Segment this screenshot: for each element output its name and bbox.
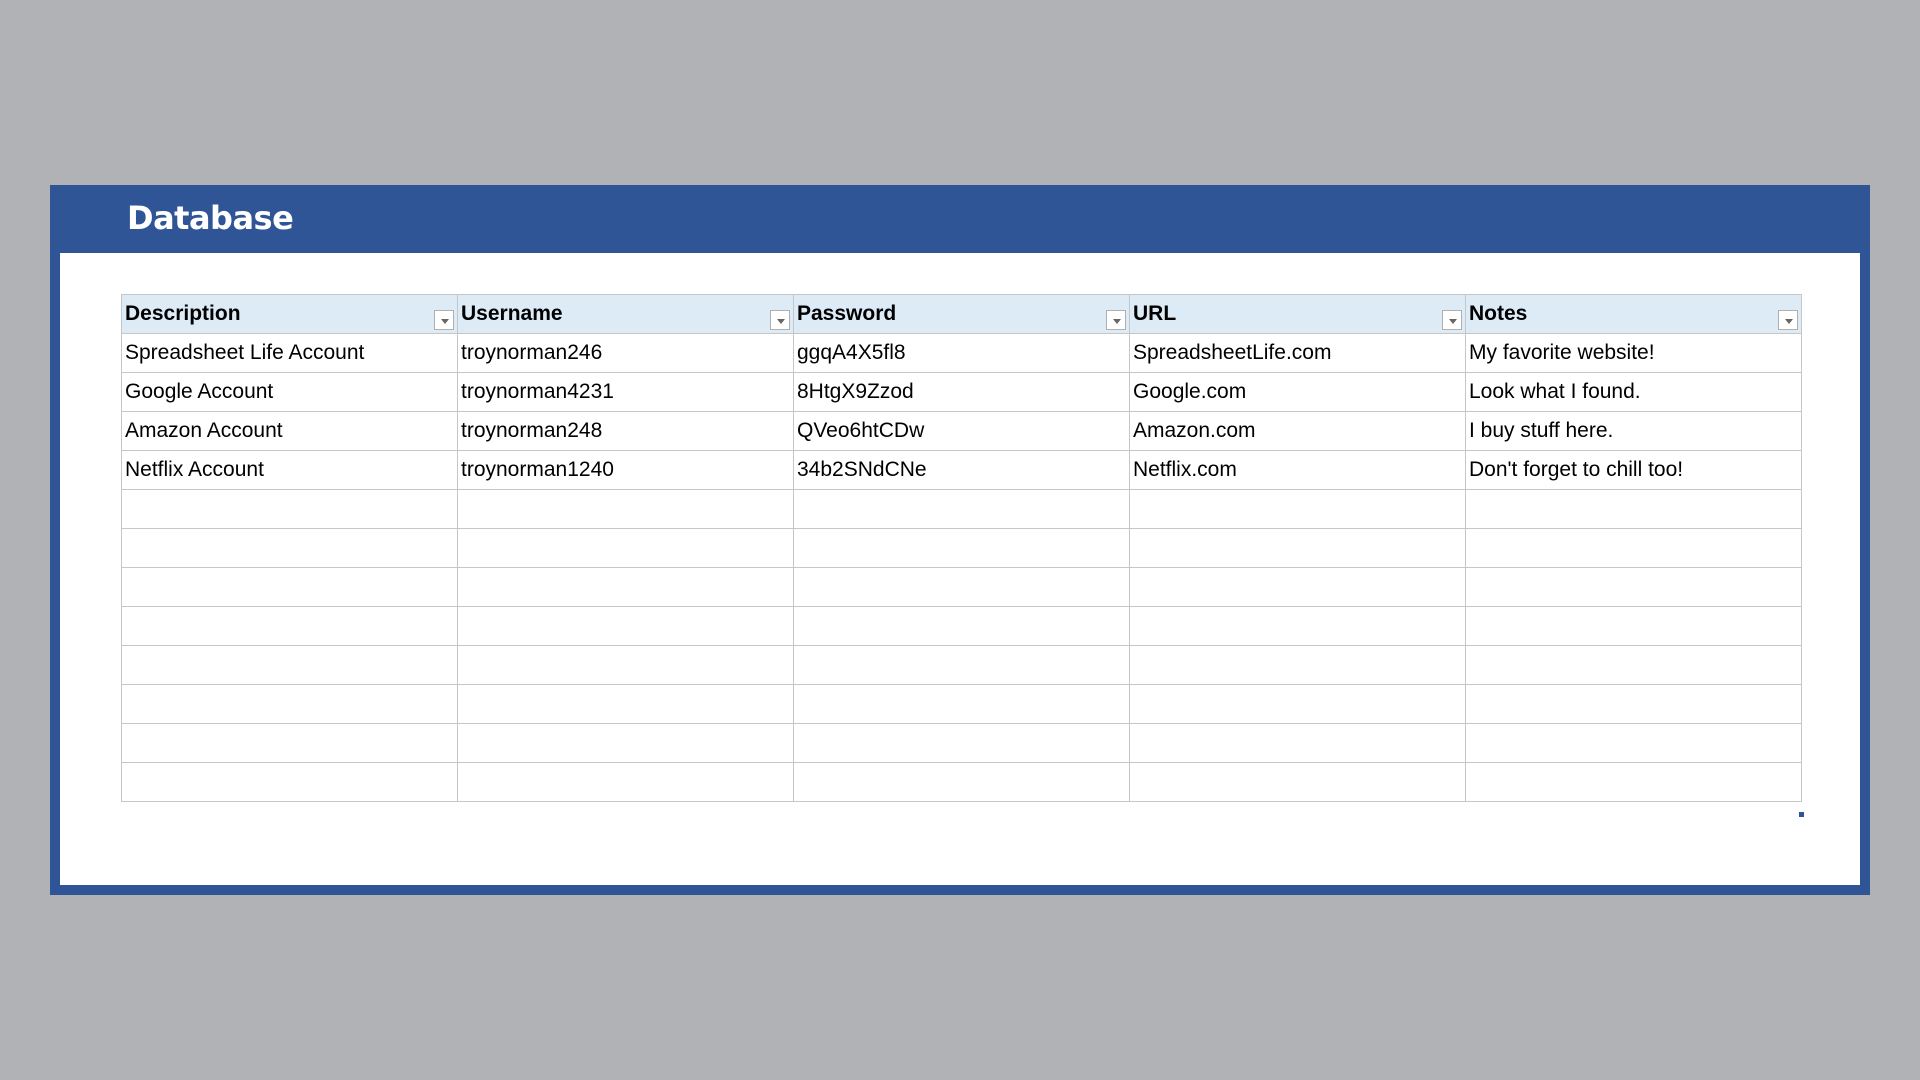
empty-cell[interactable] — [1465, 723, 1802, 763]
empty-cell[interactable] — [1465, 645, 1802, 685]
empty-table-row — [121, 489, 1802, 529]
empty-cell[interactable] — [793, 723, 1130, 763]
table-row: Google Account troynorman4231 8HtgX9Zzod Go… — [121, 372, 1802, 412]
table-row: Spreadsheet Life Account troynorman246 ggq… — [121, 333, 1802, 373]
empty-cell[interactable] — [457, 645, 794, 685]
column-header-password[interactable]: Password — [793, 294, 1130, 334]
column-header-notes[interactable]: Notes — [1465, 294, 1802, 334]
empty-cell[interactable] — [121, 762, 458, 802]
empty-cell[interactable] — [457, 606, 794, 646]
empty-cell[interactable] — [793, 606, 1130, 646]
empty-cell[interactable] — [1129, 684, 1466, 724]
empty-cell[interactable] — [1465, 489, 1802, 529]
table-cell[interactable]: ggqA4X5fl8 — [793, 333, 1130, 373]
empty-cell[interactable] — [457, 528, 794, 568]
empty-cell[interactable] — [793, 567, 1130, 607]
database-panel: Database Description Username Password URL N… — [50, 185, 1870, 895]
table-cell[interactable]: Google.com — [1129, 372, 1466, 412]
empty-cell[interactable] — [1129, 762, 1466, 802]
page-title: Database — [127, 199, 294, 237]
table-row: Netflix Account troynorman1240 34b2SNdCNe N… — [121, 450, 1802, 490]
filter-dropdown-icon[interactable] — [770, 310, 790, 330]
column-header-label: Username — [461, 302, 563, 325]
empty-table-row — [121, 762, 1802, 802]
column-header-url[interactable]: URL — [1129, 294, 1466, 334]
table-cell[interactable]: Look what I found. — [1465, 372, 1802, 412]
empty-cell[interactable] — [793, 684, 1130, 724]
table-cell[interactable]: 34b2SNdCNe — [793, 450, 1130, 490]
table-cell[interactable]: I buy stuff here. — [1465, 411, 1802, 451]
empty-cell[interactable] — [1129, 606, 1466, 646]
empty-cell[interactable] — [457, 684, 794, 724]
filter-dropdown-icon[interactable] — [1778, 310, 1798, 330]
empty-cell[interactable] — [1465, 762, 1802, 802]
empty-cell[interactable] — [457, 489, 794, 529]
table-resize-handle[interactable] — [1799, 812, 1804, 817]
table-cell[interactable]: QVeo6htCDw — [793, 411, 1130, 451]
empty-cell[interactable] — [457, 762, 794, 802]
empty-table-row — [121, 684, 1802, 724]
empty-cell[interactable] — [1129, 567, 1466, 607]
table-cell[interactable]: Amazon Account — [121, 411, 458, 451]
table-cell[interactable]: 8HtgX9Zzod — [793, 372, 1130, 412]
table-cell[interactable]: troynorman246 — [457, 333, 794, 373]
column-header-label: URL — [1133, 302, 1177, 325]
column-header-label: Notes — [1469, 302, 1528, 325]
empty-cell[interactable] — [1465, 606, 1802, 646]
column-header-label: Password — [797, 302, 897, 325]
sheet-area: Description Username Password URL Notes Spre… — [60, 253, 1860, 885]
empty-cell[interactable] — [1465, 684, 1802, 724]
empty-cell[interactable] — [121, 606, 458, 646]
empty-cell[interactable] — [121, 567, 458, 607]
empty-cell[interactable] — [121, 489, 458, 529]
empty-cell[interactable] — [793, 762, 1130, 802]
empty-cell[interactable] — [457, 567, 794, 607]
table-cell[interactable]: troynorman1240 — [457, 450, 794, 490]
empty-cell[interactable] — [793, 528, 1130, 568]
table-cell[interactable]: troynorman4231 — [457, 372, 794, 412]
table-cell[interactable]: Don't forget to chill too! — [1465, 450, 1802, 490]
empty-cell[interactable] — [1129, 645, 1466, 685]
empty-table-row — [121, 567, 1802, 607]
empty-cell[interactable] — [1465, 528, 1802, 568]
table-cell[interactable]: Google Account — [121, 372, 458, 412]
empty-cell[interactable] — [121, 645, 458, 685]
table-cell[interactable]: Spreadsheet Life Account — [121, 333, 458, 373]
empty-cell[interactable] — [1465, 567, 1802, 607]
empty-table-row — [121, 645, 1802, 685]
table-row: Amazon Account troynorman248 QVeo6htCDw Ama… — [121, 411, 1802, 451]
empty-table-row — [121, 606, 1802, 646]
table-cell[interactable]: troynorman248 — [457, 411, 794, 451]
table-cell[interactable]: Netflix.com — [1129, 450, 1466, 490]
empty-table-row — [121, 528, 1802, 568]
column-header-description[interactable]: Description — [121, 294, 458, 334]
empty-cell[interactable] — [793, 489, 1130, 529]
empty-cell[interactable] — [457, 723, 794, 763]
empty-cell[interactable] — [121, 528, 458, 568]
empty-cell[interactable] — [1129, 723, 1466, 763]
empty-cell[interactable] — [793, 645, 1130, 685]
filter-dropdown-icon[interactable] — [1442, 310, 1462, 330]
table-header-row: Description Username Password URL Notes — [121, 294, 1802, 334]
table-cell[interactable]: Amazon.com — [1129, 411, 1466, 451]
table-cell[interactable]: My favorite website! — [1465, 333, 1802, 373]
database-table: Description Username Password URL Notes Spre… — [121, 294, 1802, 802]
empty-cell[interactable] — [1129, 489, 1466, 529]
column-header-username[interactable]: Username — [457, 294, 794, 334]
empty-cell[interactable] — [1129, 528, 1466, 568]
table-cell[interactable]: SpreadsheetLife.com — [1129, 333, 1466, 373]
empty-cell[interactable] — [121, 723, 458, 763]
empty-cell[interactable] — [121, 684, 458, 724]
column-header-label: Description — [125, 302, 241, 325]
filter-dropdown-icon[interactable] — [1106, 310, 1126, 330]
empty-table-row — [121, 723, 1802, 763]
table-cell[interactable]: Netflix Account — [121, 450, 458, 490]
filter-dropdown-icon[interactable] — [434, 310, 454, 330]
